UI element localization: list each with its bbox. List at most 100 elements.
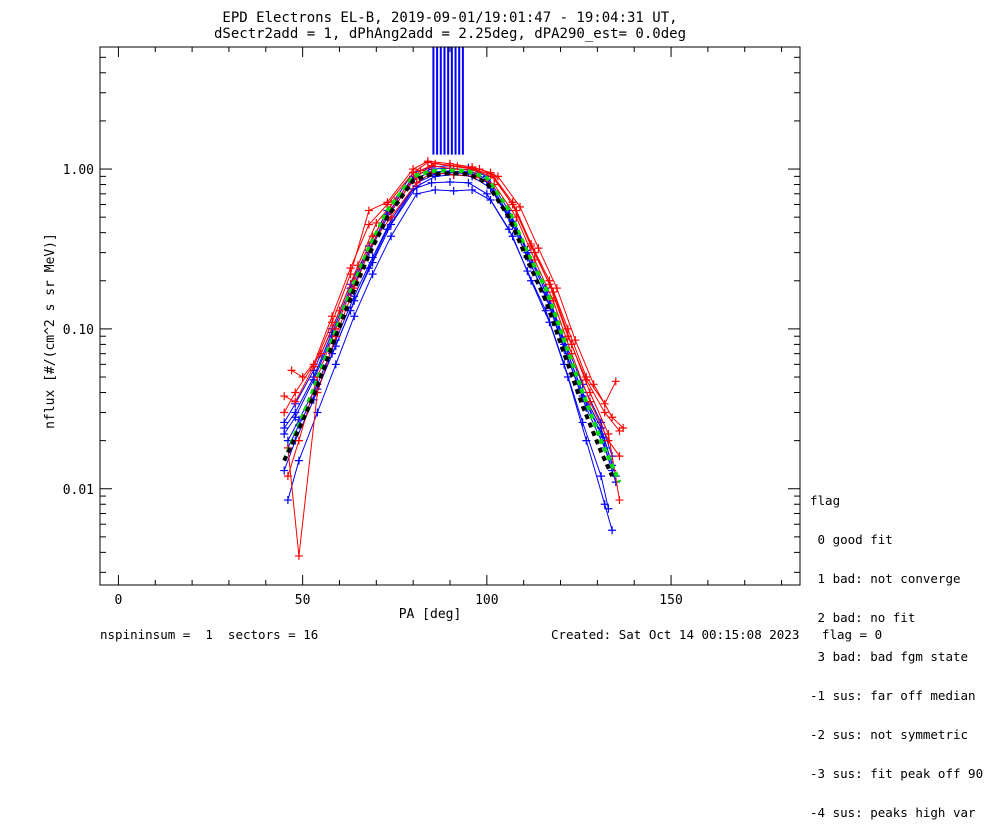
series-line	[287, 189, 613, 531]
data-point	[294, 456, 303, 465]
footer-sector-info: nspininsum = 1 sectors = 16	[100, 627, 319, 642]
flag-legend-item: -4 sus: peaks high var	[810, 805, 976, 820]
data-point	[589, 380, 598, 389]
data-point	[364, 206, 373, 215]
data-point	[552, 284, 561, 293]
series-line	[283, 160, 617, 405]
pitch-angle-chart: 0 50 100 150 0.01 0.10 1.00 PA [deg] nflux [#/(c…	[43, 46, 801, 622]
x-axis-label: PA [deg]	[399, 607, 462, 622]
flag-legend-item: -3 sus: fit peak off 90	[810, 766, 984, 781]
flag-legend-item: 0 good fit	[810, 532, 893, 547]
data-point	[604, 504, 613, 513]
data-point	[604, 436, 613, 445]
chart-title-line1: EPD Electrons EL-B, 2019-09-01/19:01:47 …	[222, 10, 678, 26]
y-tick-label: 0.10	[63, 323, 94, 338]
data-point	[516, 202, 524, 211]
y-axis-label: nflux [#/(cm^2 s sr MeV)]	[43, 233, 58, 429]
fit-curve-green	[282, 168, 622, 483]
x-tick-label: 100	[475, 593, 498, 608]
data-point	[464, 178, 473, 187]
data-point	[280, 408, 289, 417]
data-point	[287, 366, 296, 375]
data-point	[597, 472, 606, 481]
data-point	[298, 373, 307, 382]
data-point	[475, 165, 484, 174]
data-point	[534, 244, 543, 253]
data-point	[317, 349, 326, 358]
data-point	[508, 198, 517, 207]
data-point	[423, 157, 432, 166]
data-point	[563, 324, 572, 333]
data-point	[409, 165, 418, 174]
series-line	[291, 163, 624, 429]
data-point	[615, 496, 624, 505]
x-tick-label: 50	[295, 593, 311, 608]
data-point	[350, 312, 359, 321]
data-point	[431, 159, 440, 168]
data-point	[335, 306, 344, 315]
data-point	[294, 551, 303, 560]
data-point	[283, 496, 292, 505]
data-point	[383, 198, 392, 207]
data-point	[468, 162, 477, 171]
data-point	[608, 413, 617, 422]
data-point	[586, 388, 594, 397]
data-point	[586, 397, 594, 406]
data-point	[619, 423, 628, 432]
flag-legend-item: -1 sus: far off median	[810, 688, 976, 703]
flag-legend-header: flag	[810, 493, 841, 508]
data-point	[331, 360, 340, 369]
data-point	[431, 185, 440, 194]
data-point	[527, 239, 536, 248]
data-point	[493, 172, 502, 181]
data-point	[291, 397, 300, 406]
data-point	[482, 189, 491, 198]
data-point	[608, 526, 617, 535]
data-point	[523, 267, 532, 276]
data-point	[387, 232, 396, 241]
x-tick-label: 150	[659, 593, 682, 608]
series-line	[283, 161, 620, 432]
data-point	[578, 418, 587, 427]
plot-frame	[99, 46, 801, 586]
data-point	[412, 189, 421, 198]
data-point	[372, 218, 381, 227]
footer-created-info: Created: Sat Oct 14 00:15:08 2023 flag =…	[551, 627, 883, 642]
data-point	[545, 276, 554, 285]
data-point	[346, 270, 355, 279]
data-point	[541, 306, 550, 315]
data-point	[291, 388, 300, 397]
flag-legend: flag 0 good fit 1 bad: not converge 2 ba…	[810, 468, 983, 832]
flag-legend-item: 2 bad: no fit	[810, 610, 916, 625]
data-point	[615, 452, 624, 461]
data-point	[446, 177, 454, 186]
data-point	[409, 185, 418, 194]
flag-legend-item: -2 sus: not symmetric	[810, 727, 969, 742]
data-point	[280, 392, 289, 401]
y-tick-label: 0.01	[63, 483, 94, 498]
data-point	[412, 178, 421, 187]
data-point	[449, 186, 458, 195]
flag-legend-item: 3 bad: bad fgm state	[810, 649, 969, 664]
data-point	[364, 220, 373, 229]
data-point	[446, 159, 454, 168]
x-tick-label: 0	[115, 593, 123, 608]
data-point	[611, 377, 620, 386]
y-tick-label: 1.00	[63, 163, 94, 178]
data-point	[600, 408, 609, 417]
data-point	[427, 178, 436, 187]
data-point	[280, 466, 289, 475]
data-point	[468, 185, 477, 194]
data-point	[368, 270, 377, 279]
chart-title-line2: dSectr2add = 1, dPhAng2add = 2.25deg, dP…	[213, 26, 686, 42]
data-point	[280, 423, 289, 432]
data-point	[416, 166, 425, 175]
data-point	[582, 373, 591, 382]
flag-legend-item: 1 bad: not converge	[810, 571, 961, 586]
data-point	[453, 162, 462, 171]
data-point	[291, 408, 300, 417]
data-point	[294, 436, 303, 445]
data-point	[571, 336, 580, 345]
series-line	[283, 165, 613, 457]
data-point	[504, 225, 513, 234]
